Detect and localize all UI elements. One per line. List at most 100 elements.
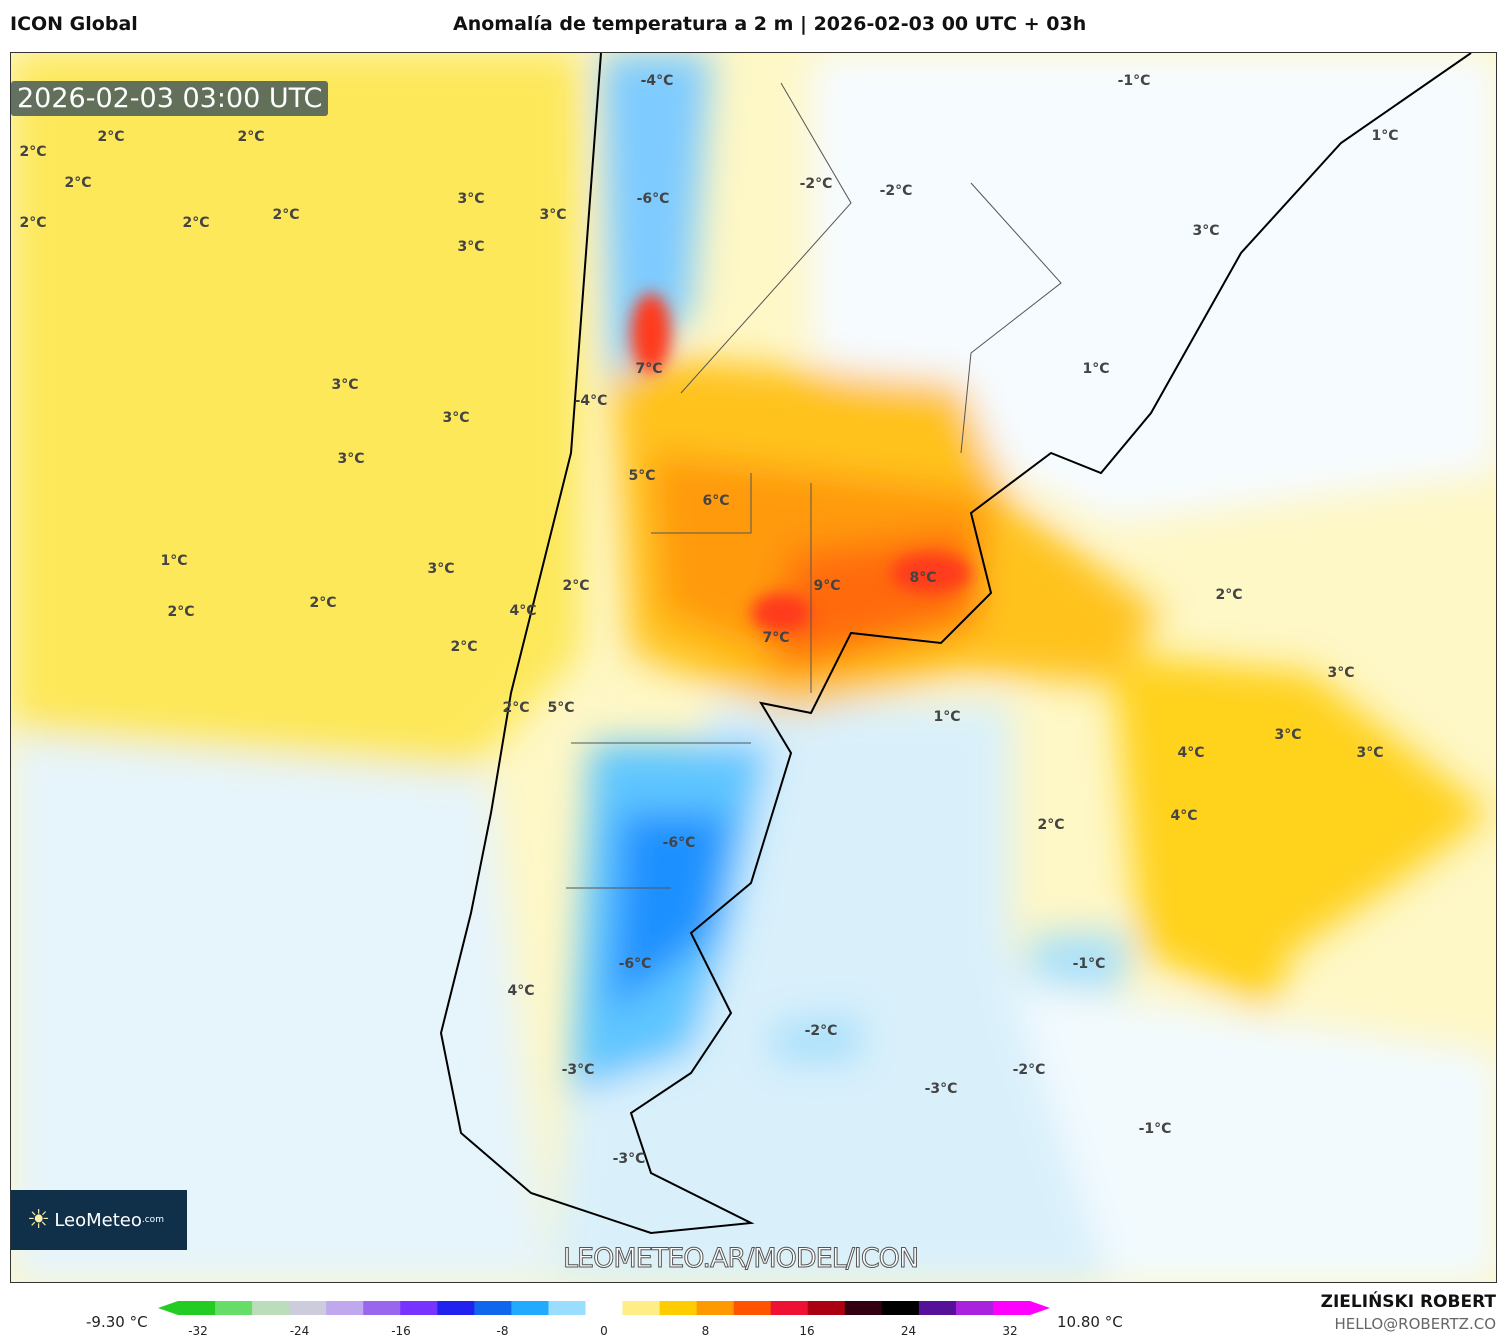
contour-label: 9°C — [813, 578, 841, 594]
logo-text: LeoMeteo — [54, 1209, 142, 1231]
contour-label: 2°C — [182, 215, 210, 231]
model-name: ICON Global — [10, 13, 138, 35]
contour-label: -1°C — [1117, 73, 1151, 89]
colorbar-swatch — [363, 1301, 401, 1315]
colorbar-swatch — [326, 1301, 364, 1315]
colorbar-tick: 24 — [900, 1324, 917, 1338]
contour-label: 2°C — [237, 129, 265, 145]
colorbar-swatch — [178, 1301, 216, 1315]
contour-label: -2°C — [799, 176, 833, 192]
contour-label: -6°C — [618, 956, 652, 972]
contour-label: -1°C — [1138, 1121, 1172, 1137]
colorbar-swatch — [733, 1301, 772, 1315]
contour-label: 2°C — [64, 175, 92, 191]
contour-label: -4°C — [640, 73, 674, 89]
colorbar-swatch — [252, 1301, 290, 1315]
contour-label: 4°C — [1177, 745, 1205, 761]
contour-label: 3°C — [539, 207, 567, 223]
colorbar-swatch — [659, 1301, 698, 1315]
colorbar-min-label: -9.30 °C — [86, 1313, 148, 1331]
colorbar-swatch — [548, 1301, 586, 1315]
contour-label: -3°C — [561, 1062, 595, 1078]
contour-label: -1°C — [1072, 956, 1106, 972]
anomaly-field — [11, 53, 1496, 1282]
contour-label: -2°C — [1012, 1062, 1046, 1078]
contour-label: 3°C — [331, 377, 359, 393]
colorbar-swatch — [437, 1301, 475, 1315]
colorbar-swatch — [696, 1301, 735, 1315]
contour-label: -3°C — [924, 1081, 958, 1097]
contour-label: 2°C — [502, 700, 530, 716]
logo-suffix: .com — [141, 1215, 164, 1225]
colorbar-swatch — [807, 1301, 846, 1315]
colorbar-tick: -16 — [391, 1324, 411, 1338]
contour-label: 2°C — [1037, 817, 1065, 833]
contour-label: 2°C — [562, 578, 590, 594]
contour-label: 2°C — [167, 604, 195, 620]
contour-label: 7°C — [635, 361, 663, 377]
colorbar-swatch — [992, 1301, 1031, 1315]
valid-time-badge: 2026-02-03 03:00 UTC — [11, 81, 329, 116]
colorbar-swatch — [511, 1301, 549, 1315]
contour-label: 3°C — [1327, 665, 1355, 681]
author-email: HELLO@ROBERTZ.CO — [1334, 1315, 1496, 1333]
contour-label: 2°C — [19, 215, 47, 231]
colorbar-extension — [158, 1301, 178, 1315]
contour-label: 3°C — [1356, 745, 1384, 761]
colorbar-swatch — [881, 1301, 920, 1315]
colorbar-tick: 32 — [1002, 1324, 1018, 1338]
contour-label: 1°C — [1371, 128, 1399, 144]
contour-label: 2°C — [272, 207, 300, 223]
colorbar-swatch — [215, 1301, 253, 1315]
colorbar-swatch — [474, 1301, 512, 1315]
contour-label: -3°C — [612, 1151, 646, 1167]
colorbar-tick: 16 — [799, 1324, 815, 1338]
contour-label: 7°C — [762, 630, 790, 646]
colorbar-extension — [1030, 1301, 1050, 1315]
leometeo-logo[interactable]: ☀ LeoMeteo .com — [11, 1190, 187, 1250]
contour-label: 2°C — [450, 639, 478, 655]
colorbar-swatch — [289, 1301, 327, 1315]
contour-label: 3°C — [337, 451, 365, 467]
contour-label: 3°C — [442, 410, 470, 426]
contour-label: 3°C — [1274, 727, 1302, 743]
contour-label: -2°C — [879, 183, 913, 199]
contour-label: 2°C — [19, 144, 47, 160]
contour-label: 2°C — [1215, 587, 1243, 603]
contour-label: 5°C — [547, 700, 575, 716]
colorbar-tick: 8 — [701, 1324, 710, 1338]
temperature-anomaly-map[interactable]: 2°C 2°C 2°C 2°C 2°C 2°C 2°C 3°C 3°C 3°C 3°C 3°C 3°C 3… — [10, 52, 1497, 1283]
colorbar-swatch — [400, 1301, 438, 1315]
contour-label: 4°C — [509, 603, 537, 619]
contour-label: 1°C — [160, 553, 188, 569]
contour-label: -6°C — [636, 191, 670, 207]
colorbar-swatch — [955, 1301, 994, 1315]
colorbar-tick: -24 — [289, 1324, 310, 1338]
colorbar — [158, 1301, 1050, 1315]
watermark-url: LEOMETEO.AR/MODEL/ICON — [562, 1243, 919, 1275]
contour-label: -6°C — [662, 835, 696, 851]
colorbar-tick: 0 — [600, 1324, 608, 1338]
contour-label: -4°C — [574, 393, 608, 409]
colorbar-swatch — [770, 1301, 809, 1315]
contour-label: 4°C — [507, 983, 535, 999]
contour-label: 3°C — [1192, 223, 1220, 239]
colorbar-tick: -32 — [188, 1324, 208, 1338]
contour-label: 3°C — [457, 191, 485, 207]
colorbar-max-label: 10.80 °C — [1057, 1313, 1123, 1331]
author-name: ZIELIŃSKI ROBERT — [1320, 1292, 1496, 1312]
contour-label: 2°C — [97, 129, 125, 145]
contour-label: 3°C — [427, 561, 455, 577]
colorbar-swatch — [844, 1301, 883, 1315]
contour-label: 8°C — [909, 570, 937, 586]
colorbar-swatch — [918, 1301, 957, 1315]
colorbar-tick: -8 — [496, 1324, 509, 1338]
contour-label: 1°C — [933, 709, 961, 725]
map-title: Anomalía de temperatura a 2 m | 2026-02-… — [453, 13, 1087, 35]
contour-label: 4°C — [1170, 808, 1198, 824]
contour-label: 3°C — [457, 239, 485, 255]
colorbar-swatch — [585, 1301, 624, 1315]
colorbar-swatch — [622, 1301, 661, 1315]
contour-label: -2°C — [804, 1023, 838, 1039]
contour-label: 6°C — [702, 493, 730, 509]
